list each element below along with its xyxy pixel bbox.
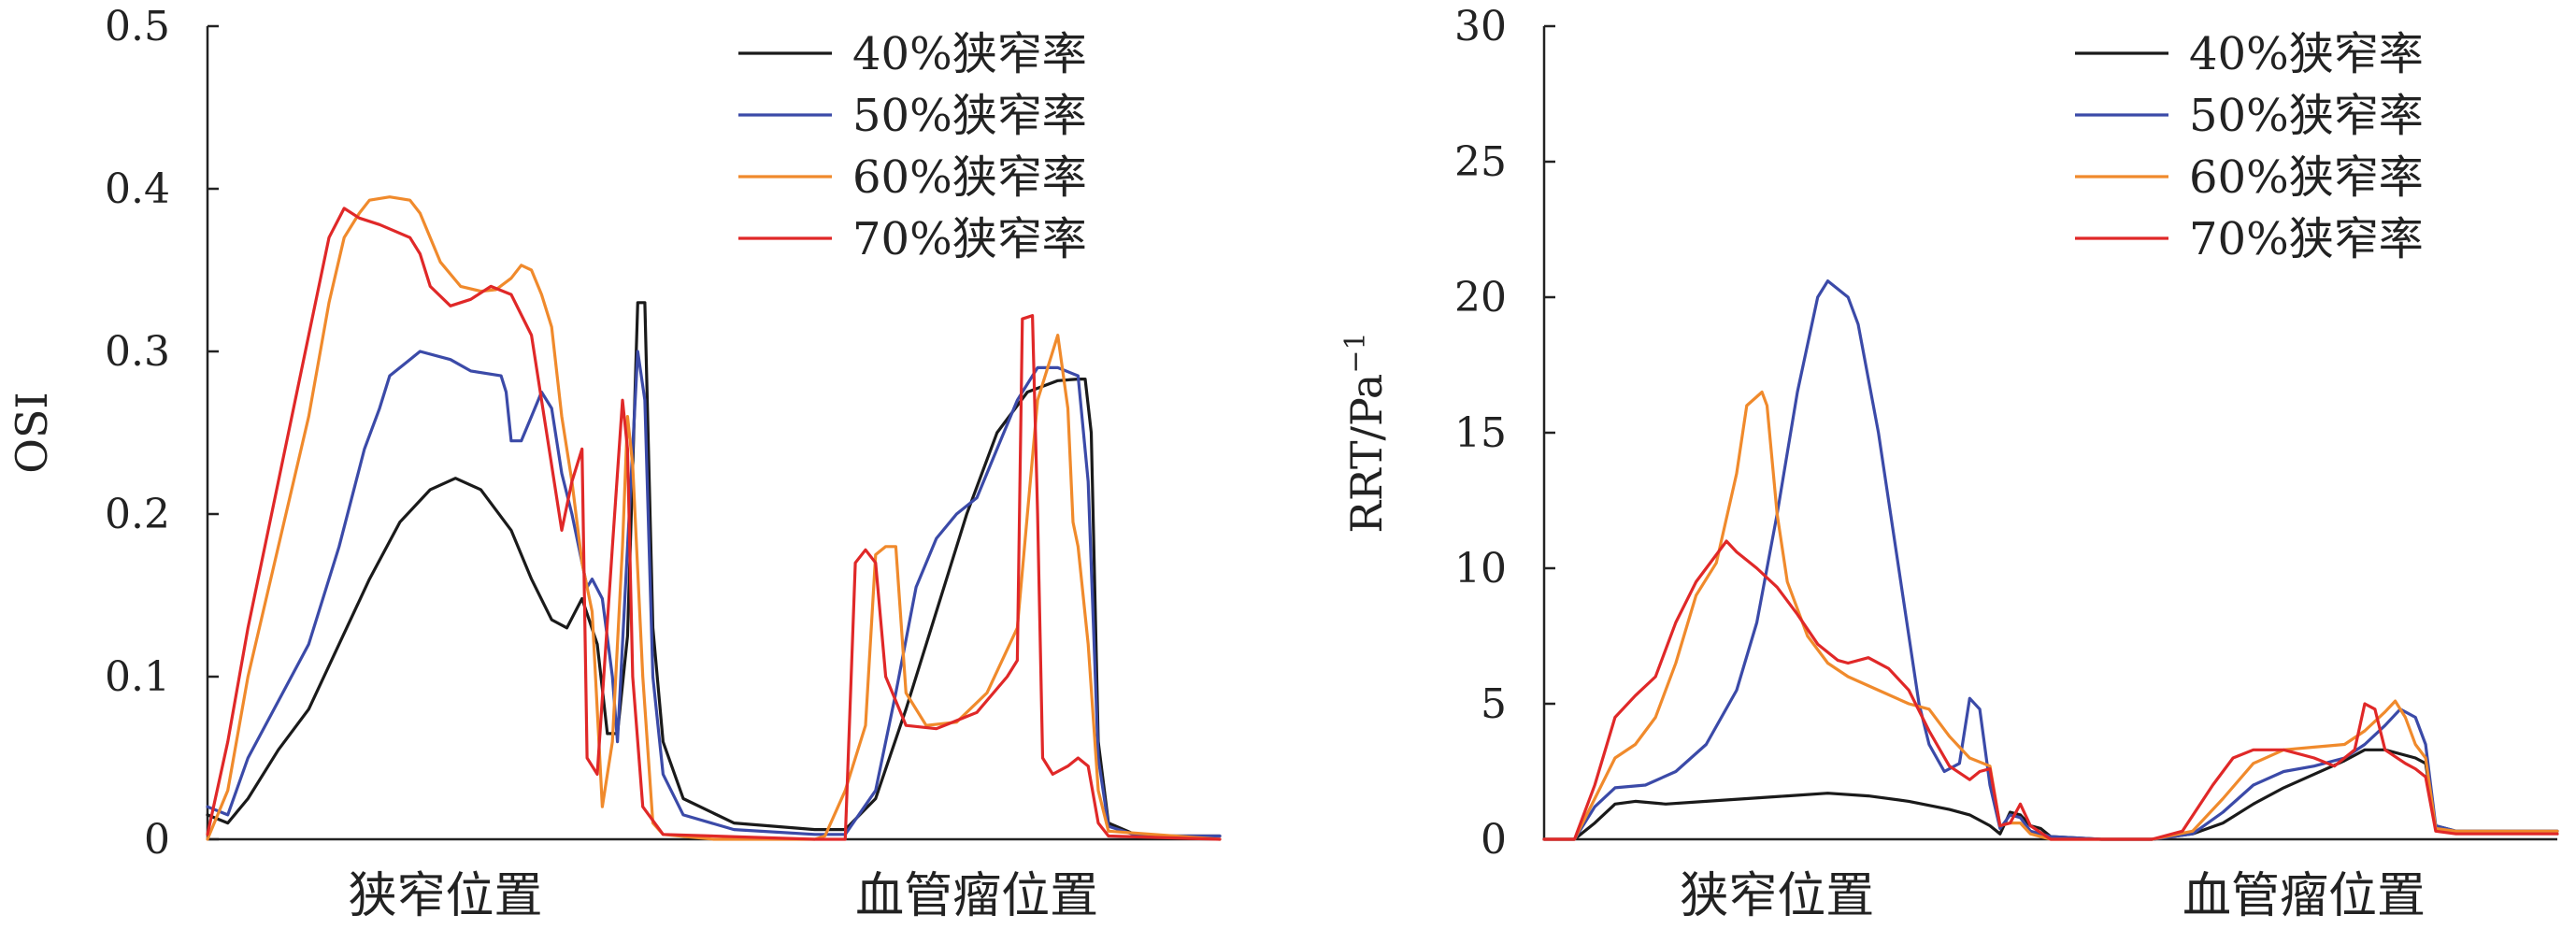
y-tick-label: 20	[1454, 274, 1507, 322]
x-category-label: 狭窄位置	[348, 868, 542, 924]
osi-chart: 0 0.1 0.2 0.3 0.4 0.5 狭窄位置 血管瘤位置 OSI 40%狭窄率 50%狭窄率…	[7, 3, 1222, 924]
legend-label: 50%狭窄率	[852, 90, 1087, 142]
series-line-3	[206, 195, 1222, 841]
series-line-1	[206, 301, 1222, 838]
series-line-2	[1542, 279, 2559, 841]
y-tick-label: 0	[144, 816, 170, 864]
y-tick-label: 10	[1454, 545, 1507, 593]
legend-label: 70%狭窄率	[852, 213, 1087, 265]
y-tick-label: 0.2	[105, 491, 170, 538]
rrt-chart: 0 5 10 15 20 25 30 狭窄位置 血管瘤位置 RRT/Pa−1 40%狭窄率 50%狭窄…	[1339, 3, 2559, 924]
legend-label: 40%狭窄率	[2189, 28, 2424, 80]
y-axis-title-text: RRT/Pa	[1341, 374, 1392, 534]
y-tick-label: 0	[1481, 816, 1507, 864]
y-axis-title-text: OSI	[7, 392, 57, 473]
y-axis-title-superscript: −1	[1339, 332, 1372, 373]
legend-label: 40%狭窄率	[852, 28, 1087, 80]
legend-label: 60%狭窄率	[852, 151, 1087, 204]
y-tick-label: 0.1	[105, 653, 170, 701]
x-category-label: 血管瘤位置	[855, 868, 1098, 924]
y-tick-label: 0.5	[105, 3, 170, 50]
y-tick-label: 0.3	[105, 328, 170, 376]
y-tick-label: 5	[1481, 680, 1507, 728]
legend: 40%狭窄率 50%狭窄率 60%狭窄率 70%狭窄率	[2075, 28, 2424, 265]
series-line-2	[206, 350, 1222, 838]
legend-label: 70%狭窄率	[2189, 213, 2424, 265]
y-axis-title: OSI	[7, 392, 57, 473]
series-line-4	[206, 207, 1222, 841]
legend-label: 60%狭窄率	[2189, 151, 2424, 204]
y-tick-label: 30	[1454, 3, 1507, 50]
y-tick-label: 0.4	[105, 165, 170, 213]
series-line-3	[1542, 390, 2559, 841]
y-tick-label: 25	[1454, 138, 1507, 186]
legend: 40%狭窄率 50%狭窄率 60%狭窄率 70%狭窄率	[738, 28, 1087, 265]
legend-label: 50%狭窄率	[2189, 90, 2424, 142]
y-tick-label: 15	[1454, 409, 1507, 457]
y-axis-title: RRT/Pa−1	[1339, 332, 1392, 533]
x-category-label: 狭窄位置	[1680, 868, 1874, 924]
series-line-4	[1542, 539, 2559, 841]
x-category-label: 血管瘤位置	[2182, 868, 2426, 924]
